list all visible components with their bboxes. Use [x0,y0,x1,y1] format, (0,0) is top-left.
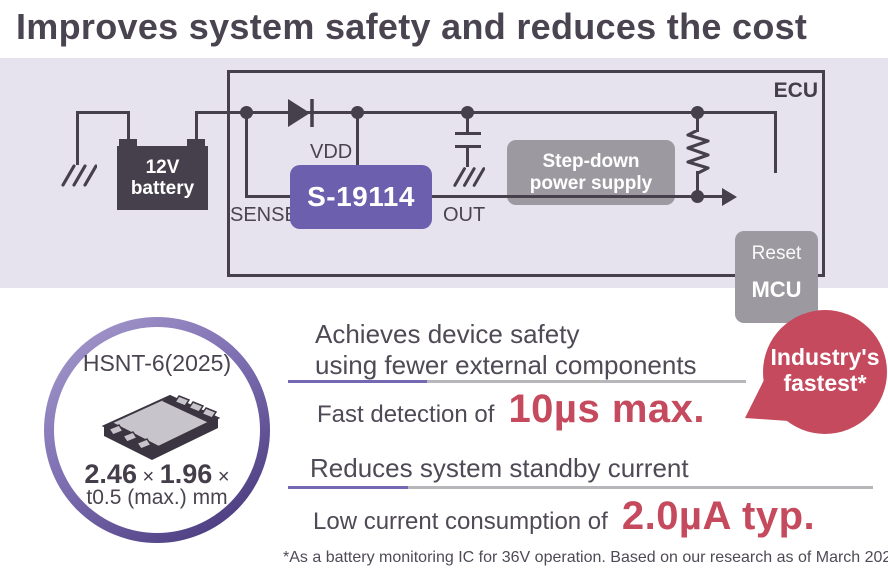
wire [195,111,777,114]
capacitor-plate [455,145,481,148]
resistor-icon [686,130,710,174]
wire [76,111,79,165]
arrow-icon [722,188,737,206]
mcu-reset-label: Reset [751,243,802,264]
badge-line2: fastest* [783,370,867,396]
capacitor-lead [466,148,469,167]
dim-sep2: × [212,466,230,488]
battery: 12V battery [117,146,208,210]
step-down-label-line2: power supply [529,172,653,194]
ecu-label: ECU [773,79,818,102]
wire [696,112,699,132]
junction-dot [351,106,364,119]
package-dimensions-line2: t0.5 (max.) mm [86,486,228,509]
capacitor-lead [466,112,469,133]
ecu-outline [227,70,825,277]
wire [774,111,777,173]
junction-dot [691,106,704,119]
battery-label-line1: 12V [145,157,180,178]
feature2-heading-line1: Reduces system standby current [310,453,689,483]
step-down-label-line1: Step-down [542,150,640,172]
feature2-detail-value: 2.0µA typ. [621,494,816,538]
feature1-heading-line2: using fewer external components [315,350,697,380]
divider-purple-segment [288,486,408,489]
ground-icon [453,167,485,187]
feature2-detail: Low current consumption of 2.0µA typ. [313,494,815,539]
pin-label-sense: SENSE [230,204,298,226]
chip-label: S-19114 [307,181,415,212]
capacitor-plate [455,132,481,135]
divider-gray-segment [408,486,873,489]
dim-sep1: × [136,466,160,488]
wire [432,195,724,198]
divider-gray-segment [427,380,746,383]
footnote: *As a battery monitoring IC for 36V oper… [283,549,888,566]
badge-text: Industry's fastest* [763,344,887,396]
ground-icon [61,164,97,187]
dim-height: 1.96 [159,459,213,489]
feature1-detail-value: 10µs max. [508,387,706,431]
feature1-detail-prefix: Fast detection of [317,401,495,428]
chip-s19114: S-19114 [290,165,432,229]
pin-label-out: OUT [443,204,486,226]
wire [245,195,290,198]
pin-label-vdd: VDD [310,141,353,163]
feature2-divider [288,486,873,489]
feature1-detail: Fast detection of 10µs max. [317,387,705,432]
wire [696,171,699,197]
package-dimensions-line1: 2.46 × 1.96 × [44,459,270,490]
page-title: Improves system safety and reduces the c… [16,6,808,47]
mcu-name-label: MCU [751,277,802,302]
junction-dot [461,106,474,119]
dim-width: 2.46 [84,459,137,489]
wire [195,111,198,141]
battery-terminal [119,139,137,148]
chip-package-icon [101,394,221,460]
step-down-power-supply-box: Step-down power supply [507,140,675,205]
package-name: HSNT-6(2025) [82,350,232,376]
feature2-detail-prefix: Low current consumption of [313,508,608,535]
divider-purple-segment [288,380,427,383]
diode-icon [288,99,314,127]
wire [356,112,359,165]
wire [245,112,248,197]
junction-dot [240,106,253,119]
wire [76,111,130,114]
industry-fastest-badge [745,310,887,434]
badge-line1: Industry's [770,344,880,370]
junction-dot [691,190,704,203]
feature1-heading-line1: Achieves device safety [315,319,580,349]
circuit-band: 12V battery ECU VDD SENSE S-19114 [0,58,888,323]
wire [127,111,130,141]
mcu-box: Reset MCU [735,231,818,323]
battery-terminal [187,139,205,148]
battery-label-line2: battery [130,178,195,199]
feature1-divider [288,380,746,383]
